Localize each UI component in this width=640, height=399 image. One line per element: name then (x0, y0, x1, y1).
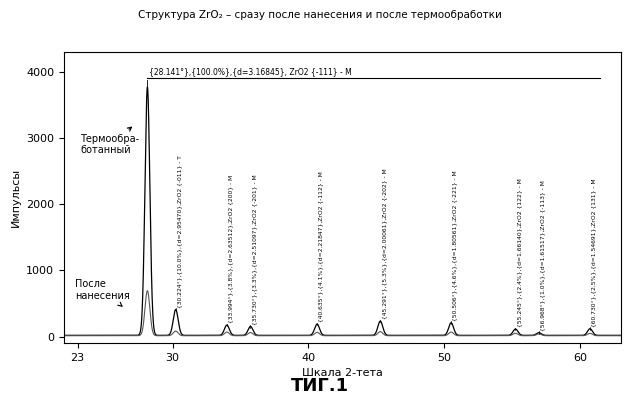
Text: {50.506°},{4.6%},{d=1.80561},ZrO2 {-221} - M: {50.506°},{4.6%},{d=1.80561},ZrO2 {-221}… (452, 170, 458, 321)
Text: {40.635°},{4.1%},{d=2.21847},ZrO2 {-112} - M: {40.635°},{4.1%},{d=2.21847},ZrO2 {-112}… (319, 172, 324, 322)
Text: Термообра-
ботанный: Термообра- ботанный (80, 127, 140, 155)
Text: ΤИГ.1: ΤИГ.1 (291, 377, 349, 395)
Text: {56.968°},{1.0%},{d=1.61517},ZrO2 {-113} - M: {56.968°},{1.0%},{d=1.61517},ZrO2 {-113}… (541, 180, 545, 331)
Text: {55.245°},{2.4%},{d=1.66140},ZrO2 {122} - M: {55.245°},{2.4%},{d=1.66140},ZrO2 {122} … (517, 178, 522, 327)
Y-axis label: Импульсы: Импульсы (11, 168, 20, 227)
Text: {35.730°},{3.3%},{d=2.51097},ZrO2 {-201} - M: {35.730°},{3.3%},{d=2.51097},ZrO2 {-201}… (252, 174, 257, 325)
Text: После
нанесения: После нанесения (75, 279, 130, 306)
Text: {28.141°},{100.0%},{d=3.16845}, ZrO2 {-111} - M: {28.141°},{100.0%},{d=3.16845}, ZrO2 {-1… (148, 67, 351, 76)
Text: Структура ZrO₂ – сразу после нанесения и после термообработки: Структура ZrO₂ – сразу после нанесения и… (138, 10, 502, 20)
Text: {30.224°},{10.0%},{d=2.95470},ZrO2 {-011} - T: {30.224°},{10.0%},{d=2.95470},ZrO2 {-011… (177, 155, 182, 308)
X-axis label: Шкала 2-тета: Шкала 2-тета (302, 368, 383, 378)
Text: {60.730°},{2.5%},{d=1.54691},ZrO2 {131} - M: {60.730°},{2.5%},{d=1.54691},ZrO2 {131} … (591, 178, 596, 327)
Text: {45.291°},{5.3%},{d=2.00061},ZrO2 {-202} - M: {45.291°},{5.3%},{d=2.00061},ZrO2 {-202}… (382, 168, 387, 319)
Text: {33.994°},{3.8%},{d=2.63512},ZrO2 {200} - M: {33.994°},{3.8%},{d=2.63512},ZrO2 {200} … (228, 175, 234, 323)
